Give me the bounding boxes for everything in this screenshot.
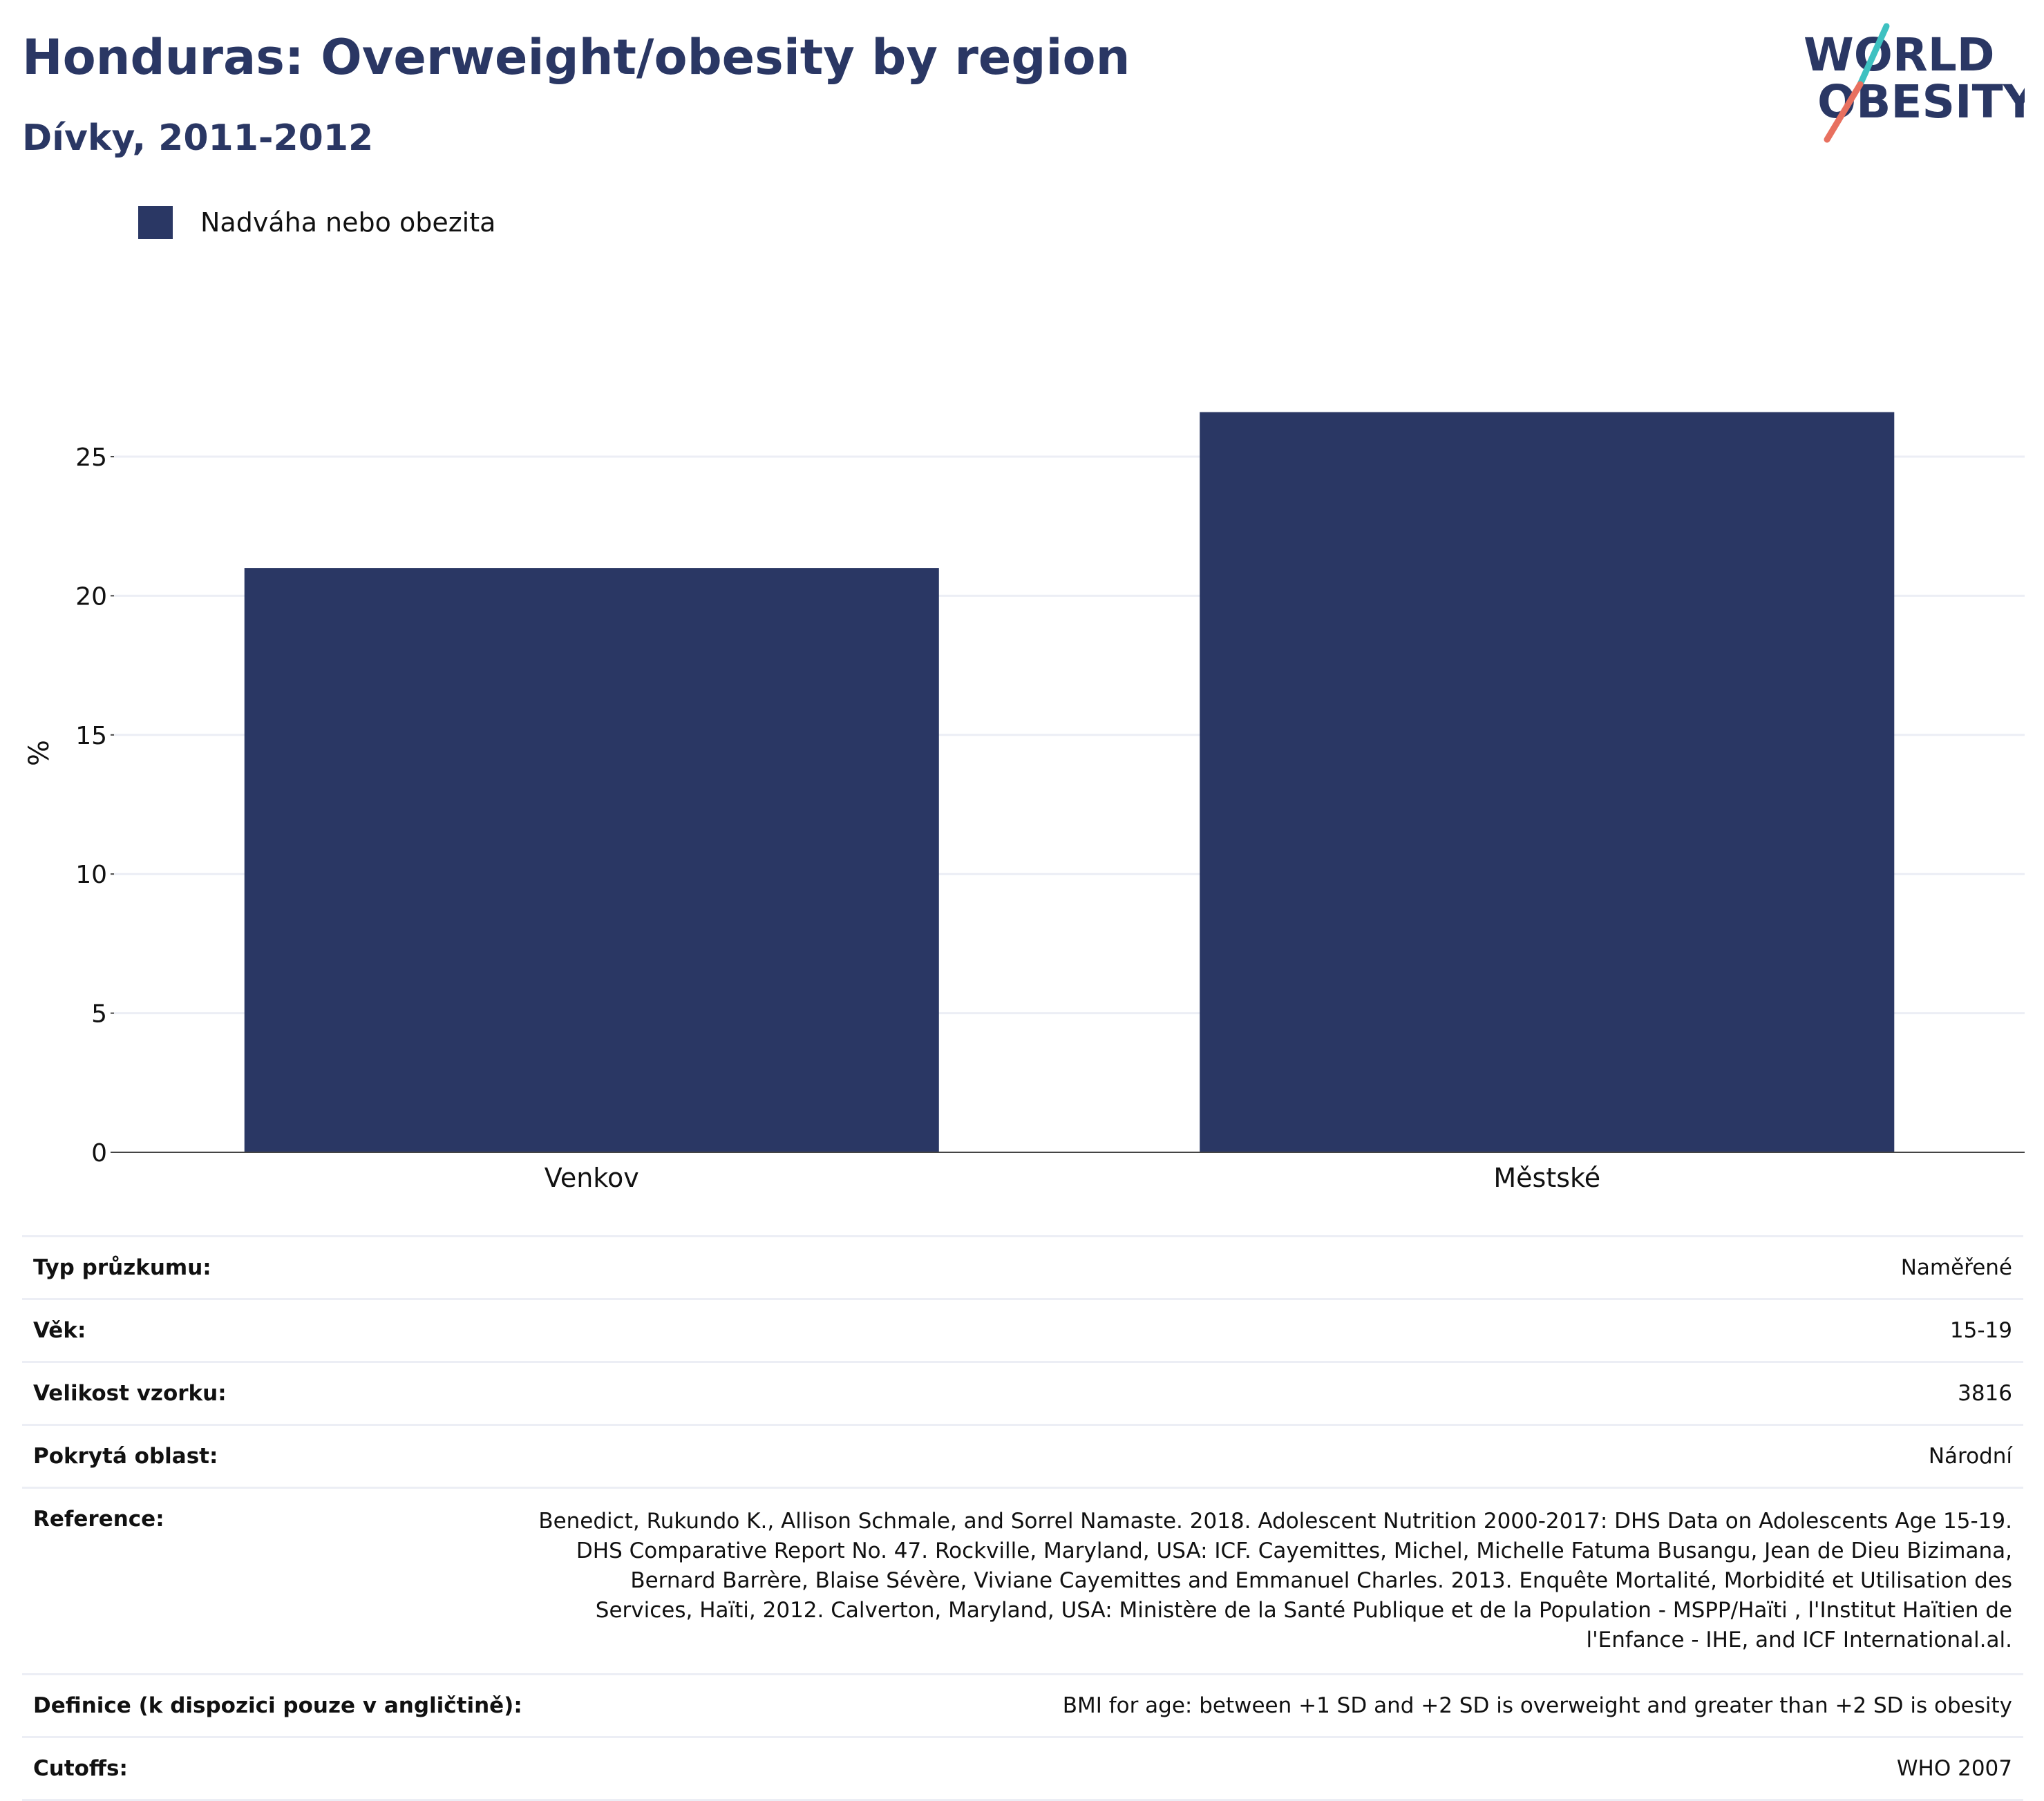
info-row: Reference: Benedict, Rukundo K., Allison … (22, 1489, 2023, 1675)
x-tick-label: Venkov (545, 1163, 639, 1193)
y-tick-label: 0 (91, 1139, 107, 1168)
info-key: Typ průzkumu: (33, 1255, 211, 1280)
info-row: Věk: 15-19 (22, 1300, 2023, 1363)
y-tick-label: 5 (91, 1000, 107, 1029)
info-row: Cutoffs: WHO 2007 (22, 1738, 2023, 1801)
info-value: 15-19 (1949, 1318, 2012, 1343)
info-key: Reference: (33, 1507, 164, 1532)
y-axis-label: % (23, 740, 55, 766)
info-value: WHO 2007 (1896, 1756, 2012, 1781)
info-value: Národní (1928, 1444, 2012, 1469)
legend-label: Nadváha nebo obezita (200, 207, 496, 238)
y-tick-label: 10 (75, 861, 107, 889)
info-row: Pokrytá oblast: Národní (22, 1426, 2023, 1489)
info-row: Typ průzkumu: Naměřené (22, 1237, 2023, 1300)
info-row: Definice (k dispozici pouze v angličtině… (22, 1675, 2023, 1738)
info-key: Definice (k dispozici pouze v angličtině… (33, 1693, 522, 1718)
info-key: Pokrytá oblast: (33, 1444, 218, 1469)
y-tick-label: 25 (75, 444, 107, 472)
x-tick-label: Městské (1493, 1163, 1600, 1193)
logo-text-world: WORLD (1804, 28, 1995, 82)
legend[interactable]: Nadváha nebo obezita (138, 206, 495, 239)
chart-subtitle: Dívky, 2011-2012 (22, 117, 374, 159)
y-tick-label: 20 (75, 582, 107, 611)
info-key: Velikost vzorku: (33, 1381, 227, 1406)
logo-slash-bottom (1824, 81, 1864, 143)
info-key: Věk: (33, 1318, 86, 1343)
info-row: Velikost vzorku: 3816 (22, 1363, 2023, 1426)
bar-mestske (1200, 412, 1895, 1152)
y-tick-label: 15 (75, 722, 107, 750)
info-value: 3816 (1958, 1381, 2012, 1406)
info-value: Benedict, Rukundo K., Allison Schmale, a… (538, 1509, 2012, 1652)
info-key: Cutoffs: (33, 1756, 128, 1781)
legend-swatch (138, 206, 173, 239)
chart-title: Honduras: Overweight/obesity by region (22, 29, 1130, 86)
info-value: Naměřené (1900, 1255, 2012, 1280)
info-value: BMI for age: between +1 SD and +2 SD is … (1062, 1693, 2012, 1718)
bar-venkov (244, 568, 939, 1152)
world-obesity-logo: WORLD OBESITY (1804, 23, 2025, 143)
bar-chart: 0 5 10 15 20 25% Venkov Městské (23, 412, 2025, 1193)
logo-slash-top (1857, 23, 1890, 88)
info-table: Typ průzkumu: Naměřené Věk: 15-19 Velikost v… (22, 1235, 2023, 1801)
